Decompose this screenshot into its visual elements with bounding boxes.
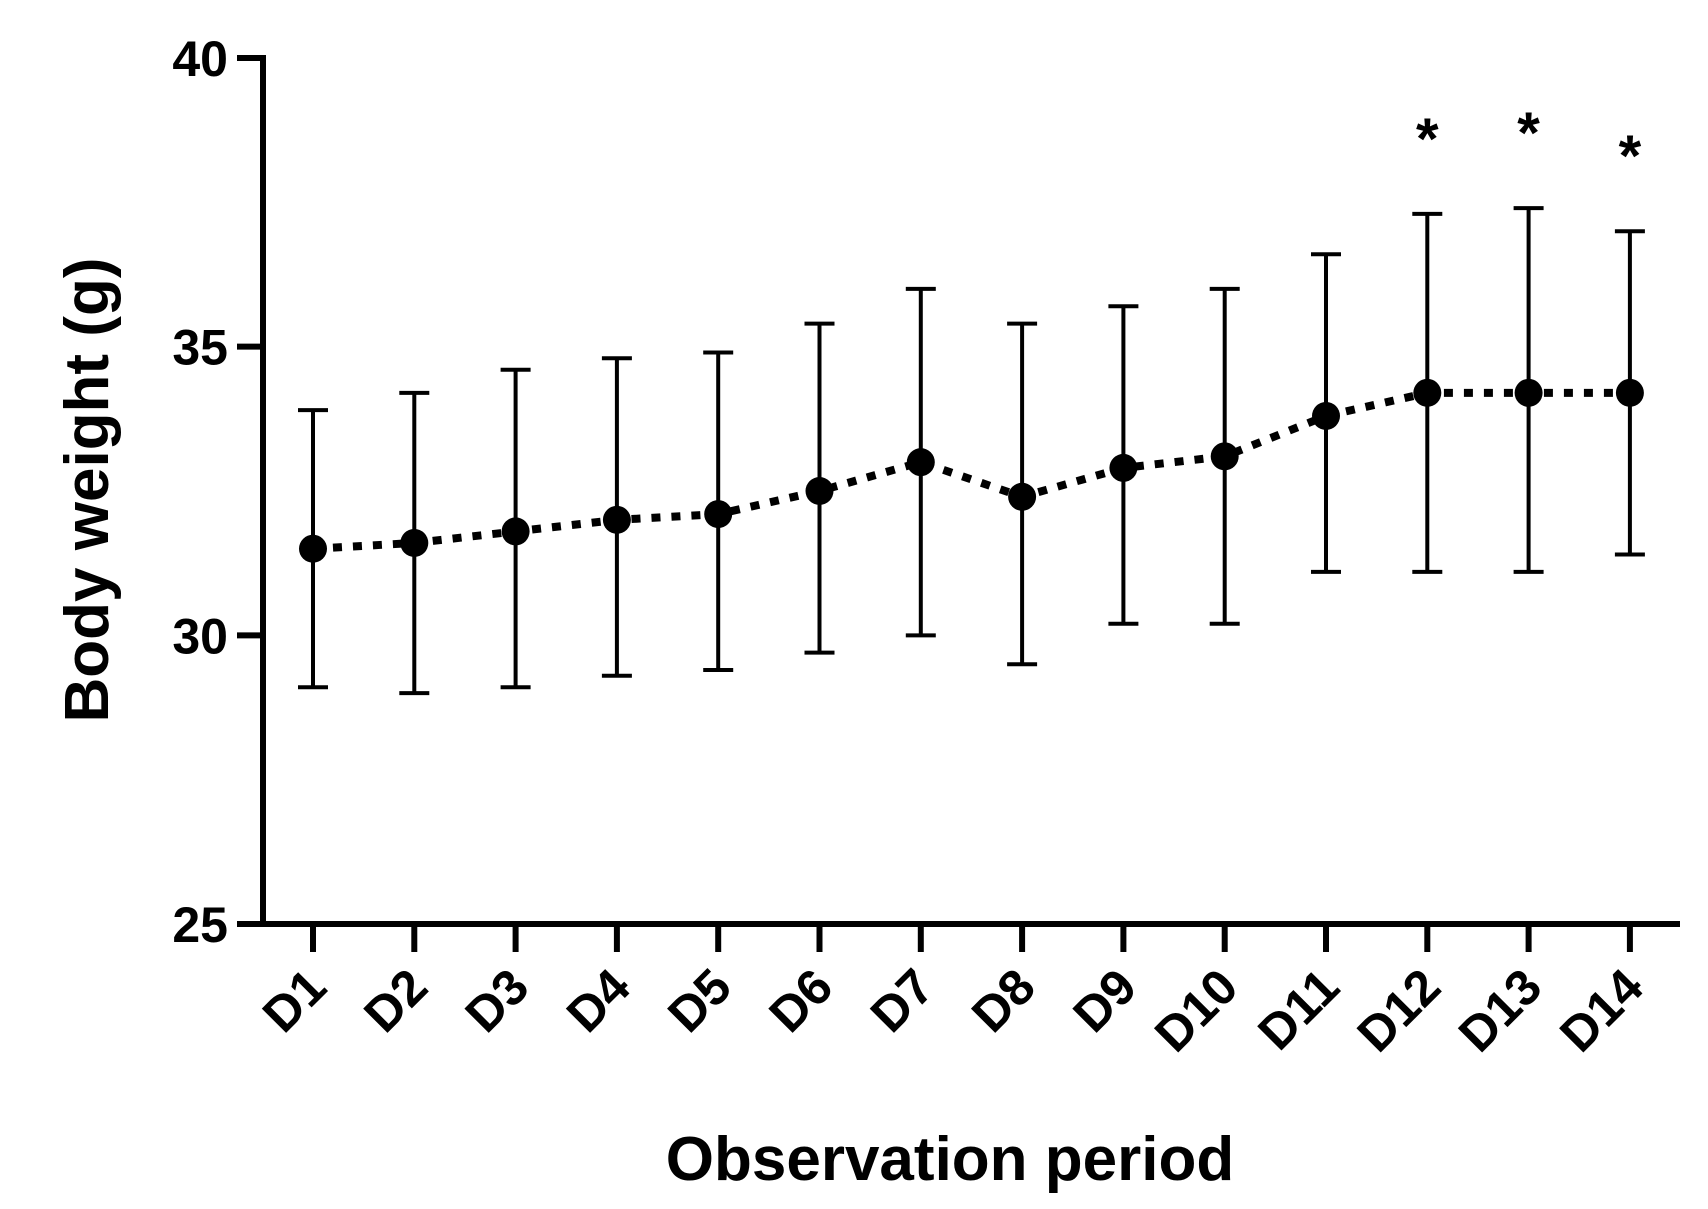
data-point (805, 477, 834, 505)
x-tick-label: D13 (1448, 958, 1552, 1062)
x-tick-label: D2 (353, 958, 438, 1043)
significance-asterisk: * (1416, 107, 1439, 172)
data-point (1615, 378, 1644, 407)
data-point (400, 528, 429, 557)
x-tick-label: D8 (961, 958, 1046, 1043)
x-tick-label: D9 (1062, 958, 1147, 1043)
x-tick-label: D11 (1247, 958, 1350, 1061)
data-points (299, 378, 1644, 563)
data-point (299, 534, 327, 563)
data-point (501, 517, 530, 546)
significance-asterisk: * (1619, 124, 1642, 189)
x-tick-label: D3 (455, 958, 540, 1043)
x-tick-label: D7 (860, 958, 945, 1043)
y-axis-title: Body weight (g) (53, 258, 122, 723)
y-tick-label: 25 (172, 897, 228, 953)
x-tick-label: D12 (1347, 958, 1451, 1062)
x-tick-label: D5 (657, 958, 742, 1043)
y-tick-label: 40 (172, 31, 228, 87)
data-point (602, 505, 631, 534)
x-axis-title: Observation period (666, 1125, 1234, 1194)
x-tick-label: D4 (556, 958, 641, 1043)
series-line (312, 388, 1630, 553)
y-ticks: 25 30 35 40 (172, 31, 263, 953)
data-point (1109, 453, 1138, 482)
data-point (1413, 378, 1442, 407)
y-tick-label: 35 (172, 320, 228, 376)
data-point (1514, 378, 1543, 407)
x-tick-label: D1 (252, 958, 337, 1043)
x-tick-label: D14 (1549, 958, 1654, 1063)
data-point (906, 448, 935, 477)
data-point (1210, 442, 1239, 471)
significance-asterisk: * (1517, 101, 1540, 166)
x-tick-label: D10 (1144, 958, 1248, 1062)
significance-annotations: * * * (1416, 101, 1642, 189)
y-tick-label: 30 (172, 608, 228, 664)
error-bars (298, 206, 1645, 696)
data-point (1008, 482, 1037, 511)
mean-line (312, 388, 1630, 553)
data-point (1312, 401, 1340, 430)
x-tick-label: D6 (758, 958, 843, 1043)
data-point (704, 500, 733, 529)
